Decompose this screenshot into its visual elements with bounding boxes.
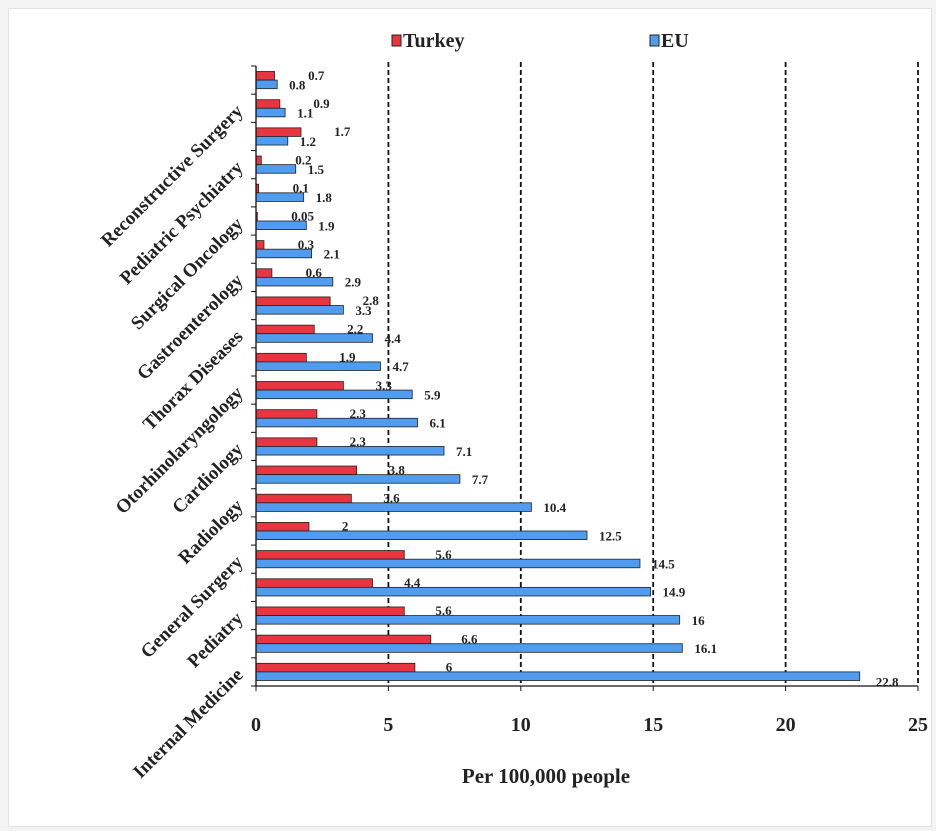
bar-turkey	[255, 578, 373, 588]
value-label-eu: 22.8	[876, 675, 899, 690]
bar-turkey	[255, 409, 318, 419]
value-label-turkey: 2.2	[347, 321, 363, 336]
x-tick-label: 25	[908, 714, 928, 736]
bar-turkey	[255, 381, 344, 391]
bar-eu	[255, 107, 286, 118]
value-label-turkey: 6	[446, 660, 453, 675]
bars	[255, 71, 861, 681]
bar-turkey	[255, 296, 331, 306]
value-label-turkey: 0.6	[306, 265, 323, 280]
value-label-eu: 4.7	[392, 359, 409, 374]
value-label-turkey: 1.9	[339, 350, 356, 365]
value-label-turkey: 1.7	[334, 124, 351, 139]
value-label-turkey: 0.1	[293, 181, 309, 196]
value-label-eu: 1.9	[318, 218, 335, 233]
bar-turkey	[255, 522, 310, 532]
bar-turkey	[255, 493, 352, 504]
value-label-eu: 2.9	[345, 275, 362, 290]
bar-chart: Turkey EU 622.86.616.15.6164.414.95.614.…	[97, 30, 928, 788]
x-tick-label: 5	[383, 714, 393, 736]
bar-turkey	[255, 550, 405, 560]
x-tick-label: 15	[643, 714, 663, 736]
value-label-turkey: 5.6	[435, 603, 452, 618]
x-tick-label: 0	[251, 714, 261, 736]
value-label-turkey: 3.8	[389, 462, 406, 477]
value-label-eu: 14.9	[663, 585, 686, 600]
value-label-turkey: 0.3	[298, 237, 315, 252]
x-tick-labels: 0 5 10 15 20 25	[251, 714, 928, 736]
value-label-eu: 7.1	[456, 444, 472, 459]
bar-turkey	[255, 437, 318, 447]
bar-eu	[255, 530, 588, 541]
value-label-turkey: 2.3	[350, 434, 367, 449]
value-label-turkey: 2	[342, 519, 349, 534]
value-label-turkey: 3.3	[376, 378, 393, 393]
value-label-turkey: 0.7	[308, 68, 325, 83]
legend-label-turkey: Turkey	[403, 30, 465, 52]
value-label-eu: 16.1	[694, 641, 717, 656]
bar-turkey	[255, 268, 273, 278]
value-label-eu: 1.1	[297, 106, 313, 121]
gridlines	[387, 62, 919, 686]
bar-eu	[255, 79, 278, 90]
value-label-turkey: 2.8	[363, 293, 380, 308]
bar-eu	[255, 417, 418, 428]
bar-eu	[255, 474, 461, 484]
chart-frame: Turkey EU 6 22.8 6.6 16.1 5.6 16 4.4 14.9 5.6 14.…	[8, 8, 932, 827]
legend-swatch-eu	[649, 34, 660, 47]
bar-turkey	[255, 71, 275, 81]
value-label-turkey: 6.6	[461, 631, 478, 646]
value-label-eu: 14.5	[652, 556, 675, 571]
value-label-eu: 1.2	[300, 134, 316, 149]
category-label: Internal Medicine	[129, 665, 247, 783]
bar-turkey	[255, 155, 262, 166]
value-label-eu: 10.4	[543, 500, 566, 515]
value-label-turkey: 5.6	[435, 547, 452, 562]
bar-eu	[255, 164, 297, 174]
value-label-eu: 7.7	[472, 472, 489, 487]
axes	[251, 65, 919, 691]
bar-eu	[255, 615, 681, 625]
legend-label-eu: EU	[661, 30, 689, 52]
value-label-eu: 5.9	[424, 387, 441, 402]
value-label-turkey: 0.9	[313, 96, 330, 111]
legend-swatch-turkey	[391, 34, 402, 47]
category-label: General Surgery	[137, 552, 248, 663]
value-label-turkey: 4.4	[404, 575, 421, 590]
value-label-turkey: 0.2	[295, 152, 311, 167]
value-label-eu: 16	[692, 613, 706, 628]
value-label-eu: 2.1	[324, 246, 340, 261]
x-tick-label: 20	[776, 714, 796, 736]
legend: Turkey EU	[391, 30, 689, 52]
bar-eu	[255, 305, 344, 315]
bar-turkey	[255, 352, 307, 363]
bar-turkey	[255, 99, 281, 109]
value-label-turkey: 2.3	[350, 406, 367, 421]
value-label-eu: 1.8	[316, 190, 333, 205]
bar-turkey	[255, 634, 432, 645]
bar-turkey	[255, 324, 315, 335]
bar-turkey	[255, 127, 302, 137]
value-label-eu: 4.4	[385, 331, 402, 346]
value-label-turkey: 3.6	[383, 491, 400, 506]
value-label-eu: 0.8	[289, 77, 306, 92]
value-label-eu: 12.5	[599, 528, 622, 543]
bar-eu	[255, 586, 651, 597]
bar-turkey	[255, 240, 265, 250]
value-label-eu: 3.3	[355, 303, 372, 318]
bar-eu	[255, 136, 289, 146]
value-label-eu: 6.1	[430, 416, 446, 431]
value-label-turkey: 0.05	[291, 209, 314, 224]
category-label: Thorax Diseases	[139, 326, 248, 435]
bar-turkey	[255, 662, 416, 673]
x-tick-label: 10	[511, 714, 531, 736]
bar-turkey	[255, 606, 405, 616]
value-labels: 6 22.8 6.6 16.1 5.6 16 4.4 14.9 5.6 14.5 2 12.5 3.6 1…	[289, 68, 899, 690]
bar-eu	[255, 671, 861, 681]
value-label-eu: 1.5	[308, 162, 325, 177]
x-axis-title: Per 100,000 people	[462, 764, 630, 788]
bar-eu	[255, 361, 381, 371]
bar-turkey	[255, 465, 358, 476]
